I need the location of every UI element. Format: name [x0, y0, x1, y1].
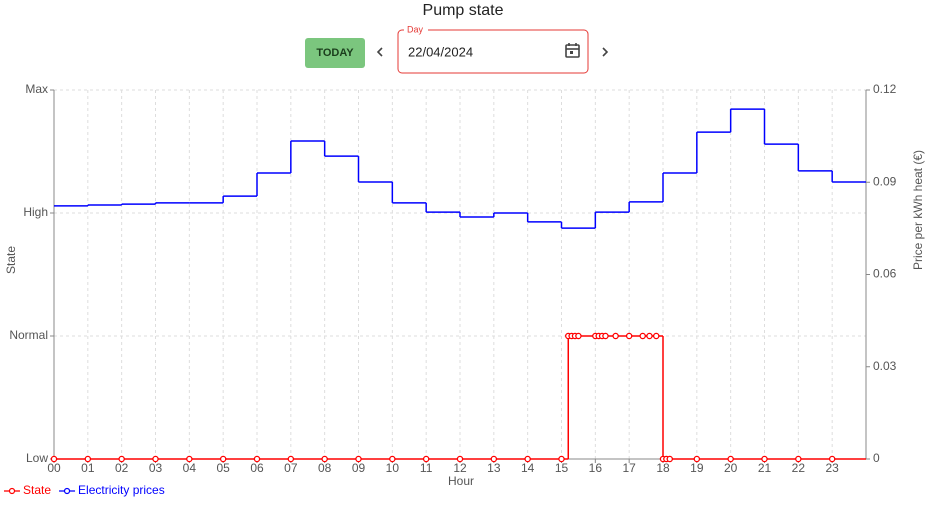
- legend-item[interactable]: Electricity prices: [59, 483, 165, 497]
- y2-tick-label: 0.03: [873, 359, 897, 373]
- point: [612, 332, 619, 340]
- x-axis-label: Hour: [448, 474, 474, 488]
- prev-day[interactable]: [376, 47, 383, 57]
- today-button[interactable]: TODAY: [305, 38, 365, 68]
- point: [646, 332, 653, 340]
- x-tick-label: 20: [724, 461, 738, 475]
- y2-tick-label: 0.09: [873, 174, 897, 188]
- x-tick-label: 11: [420, 461, 433, 475]
- y-tick-label: Normal: [9, 328, 48, 342]
- point: [761, 455, 768, 463]
- y2-tick-label: 0.12: [873, 82, 897, 96]
- x-tick-label: 02: [115, 461, 129, 475]
- button-bg: [305, 38, 365, 68]
- next-day[interactable]: [602, 47, 609, 57]
- point: [727, 455, 734, 463]
- x-tick-label: 07: [284, 461, 298, 475]
- y2-axis-label: Price per kWh heat (€): [911, 150, 925, 270]
- point: [50, 455, 58, 463]
- x-tick-label: 13: [487, 461, 501, 475]
- point: [321, 455, 328, 463]
- point: [152, 455, 159, 463]
- x-tick-label: 15: [555, 461, 569, 475]
- x-tick-label: 06: [250, 461, 264, 475]
- point: [524, 455, 531, 463]
- point: [828, 455, 836, 463]
- x-tick-label: 00: [47, 461, 61, 475]
- x-tick-label: 08: [318, 461, 332, 475]
- button-label: TODAY: [316, 47, 354, 59]
- legend-marker: [8, 487, 16, 495]
- calendar-icon[interactable]: [565, 43, 580, 58]
- y2-tick-label: 0: [873, 451, 880, 465]
- y-tick-label: Low: [26, 451, 48, 465]
- point: [693, 455, 701, 463]
- point: [456, 455, 464, 463]
- point: [186, 455, 193, 463]
- y-tick-label: High: [23, 205, 48, 219]
- x-tick-label: 09: [352, 461, 366, 475]
- date-border: [397, 29, 589, 74]
- point: [639, 332, 646, 340]
- x-tick-label: 12: [453, 461, 467, 475]
- legend-marker: [63, 487, 71, 495]
- x-tick-label: 22: [792, 461, 806, 475]
- x-tick-label: 14: [521, 461, 535, 475]
- x-tick-label: 18: [656, 461, 670, 475]
- point: [666, 455, 674, 463]
- point: [652, 332, 660, 340]
- point: [287, 455, 295, 463]
- point: [219, 455, 227, 463]
- x-tick-label: 16: [589, 461, 603, 475]
- x-tick-label: 05: [216, 461, 230, 475]
- x-tick-label: 23: [825, 461, 839, 475]
- point: [422, 455, 430, 463]
- y-tick-label: Max: [25, 82, 48, 96]
- point: [575, 332, 582, 340]
- point: [602, 332, 609, 340]
- legend-label: Electricity prices: [78, 483, 165, 497]
- point: [490, 455, 498, 463]
- y-axis-label: State: [4, 246, 18, 274]
- date-value: 22/04/2024: [408, 44, 473, 59]
- point: [625, 332, 633, 340]
- x-tick-label: 19: [690, 461, 704, 475]
- chart-title: Pump state: [423, 2, 504, 19]
- point: [355, 455, 362, 463]
- y2-tick-label: 0.06: [873, 267, 897, 281]
- x-tick-label: 03: [149, 461, 163, 475]
- label-bg: [404, 24, 428, 36]
- point: [253, 455, 261, 463]
- legend-label: State: [23, 483, 51, 497]
- date-field[interactable]: Day 22/04/2024: [397, 24, 589, 74]
- point: [558, 455, 565, 463]
- plot: 00 01 02 03 04 05 06 07 08 09 10 11 12 13 14 15 16 17 18 19…: [9, 82, 896, 475]
- x-tick-label: 10: [386, 461, 400, 475]
- point: [389, 455, 396, 463]
- x-tick-label: 04: [183, 461, 197, 475]
- point: [795, 455, 802, 463]
- legend-item[interactable]: State: [4, 483, 51, 497]
- point: [84, 455, 92, 463]
- x-tick-label: 21: [758, 461, 772, 475]
- point: [118, 455, 125, 463]
- date-label: Day: [407, 24, 424, 34]
- x-tick-label: 17: [622, 461, 636, 475]
- x-tick-label: 01: [81, 461, 95, 475]
